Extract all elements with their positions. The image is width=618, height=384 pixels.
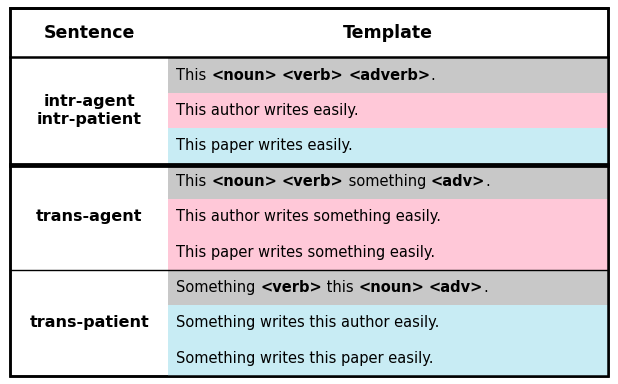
Text: Sentence: Sentence — [43, 24, 135, 42]
Text: <adv>: <adv> — [431, 174, 485, 189]
Bar — [169, 270, 608, 305]
Text: This: This — [177, 68, 211, 83]
Text: <verb>: <verb> — [282, 174, 344, 189]
Text: This author writes something easily.: This author writes something easily. — [177, 209, 441, 224]
Text: .: . — [430, 68, 435, 83]
Text: intr-agent
intr-patient: intr-agent intr-patient — [36, 94, 142, 127]
Text: this: this — [322, 280, 358, 295]
Text: <adverb>: <adverb> — [348, 68, 430, 83]
Bar — [169, 234, 608, 270]
Text: Something writes this paper easily.: Something writes this paper easily. — [177, 351, 434, 366]
Text: <verb>: <verb> — [282, 68, 344, 83]
Bar — [169, 164, 608, 199]
Bar — [169, 57, 608, 93]
Text: This: This — [177, 174, 211, 189]
Text: .: . — [483, 280, 488, 295]
Bar — [169, 199, 608, 234]
Bar — [169, 305, 608, 341]
Text: This paper writes easily.: This paper writes easily. — [177, 138, 353, 153]
Text: trans-patient: trans-patient — [30, 315, 149, 330]
Bar — [169, 128, 608, 164]
Text: <noun>: <noun> — [358, 280, 425, 295]
Text: Template: Template — [343, 24, 433, 42]
Text: This author writes easily.: This author writes easily. — [177, 103, 359, 118]
Text: <adv>: <adv> — [429, 280, 483, 295]
Bar — [169, 93, 608, 128]
Text: trans-agent: trans-agent — [36, 209, 143, 224]
Text: Something writes this author easily.: Something writes this author easily. — [177, 315, 440, 330]
Text: .: . — [485, 174, 489, 189]
Text: <noun>: <noun> — [211, 174, 277, 189]
Text: something: something — [344, 174, 431, 189]
Bar — [169, 341, 608, 376]
Text: This paper writes something easily.: This paper writes something easily. — [177, 245, 436, 260]
Text: <verb>: <verb> — [260, 280, 322, 295]
Text: <noun>: <noun> — [211, 68, 277, 83]
Text: Something: Something — [177, 280, 260, 295]
